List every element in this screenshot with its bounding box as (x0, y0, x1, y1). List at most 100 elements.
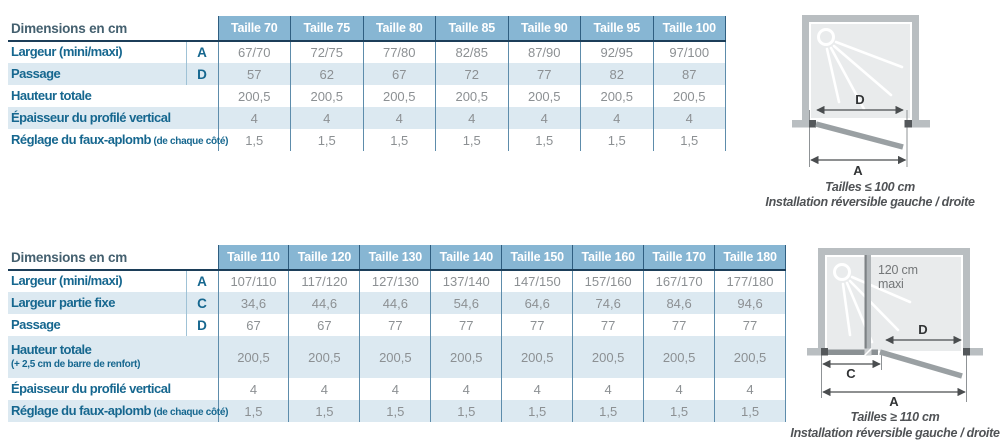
support-bar-edge (864, 255, 867, 351)
value-cell: 67/70 (217, 41, 291, 63)
value-cell: 74,6 (572, 292, 644, 314)
value-cell: 200,5 (501, 336, 573, 378)
value-cell: 4 (217, 378, 289, 400)
dimension-a-label: A (853, 163, 863, 178)
value-cell: 87/90 (507, 41, 581, 63)
value-cell: 137/140 (430, 270, 502, 292)
wall-top (818, 248, 970, 255)
spec-table-large-sizes: Dimensions en cm Taille 110 Taille 120 Tail… (8, 245, 786, 422)
row-label: Largeur (mini/maxi) (11, 273, 123, 289)
column-header-taille-160: Taille 160 (572, 245, 644, 271)
dim-letter: A (185, 41, 218, 63)
value-cell: 1,5 (643, 400, 715, 422)
column-header-taille-170: Taille 170 (643, 245, 715, 271)
value-cell: 200,5 (430, 336, 502, 378)
value-cell: 77/80 (362, 41, 436, 63)
value-cell: 57 (217, 63, 291, 85)
value-cell: 77 (507, 63, 581, 85)
dimension-a-label: A (889, 394, 899, 409)
value-cell: 1,5 (362, 129, 436, 151)
value-cell: 4 (430, 378, 502, 400)
diagram-caption-size: Tailles ≤ 100 cm (825, 180, 915, 194)
bar-foot-hatch (863, 347, 873, 357)
dim-letter: C (185, 292, 218, 314)
value-cell: 4 (362, 107, 436, 129)
profile-right (963, 348, 970, 356)
table-row: Hauteur totale (+ 2,5 cm de barre de renf… (8, 336, 786, 378)
value-cell: 97/100 (652, 41, 726, 63)
wall-left (818, 248, 825, 355)
value-cell: 4 (572, 378, 644, 400)
wall-stub-left (807, 348, 821, 356)
row-label: Largeur partie fixe (8, 292, 186, 314)
value-cell: 64,6 (501, 292, 573, 314)
value-cell: 94,6 (714, 292, 786, 314)
shower-enclosure-top-view (807, 248, 983, 402)
row-label: Hauteur totale (11, 87, 92, 103)
row-label: Épaisseur du profilé vertical (8, 107, 218, 129)
row-label: Passage (11, 316, 61, 332)
value-cell: 77 (501, 314, 573, 336)
value-cell: 4 (652, 107, 726, 129)
profile-left (821, 348, 828, 356)
value-cell: 200,5 (643, 336, 715, 378)
value-cell: 1,5 (288, 400, 360, 422)
value-cell: 34,6 (217, 292, 289, 314)
value-cell: 200,5 (290, 85, 363, 107)
dim-letter: D (185, 63, 218, 85)
column-header-taille-180: Taille 180 (714, 245, 786, 271)
value-cell: 177/180 (714, 270, 786, 292)
value-cell: 1,5 (217, 400, 289, 422)
value-cell: 200,5 (714, 336, 786, 378)
spec-table-small-sizes: Dimensions en cm Taille 70 Taille 75 Taille… (8, 16, 726, 151)
column-header-taille-110: Taille 110 (217, 245, 289, 271)
value-cell: 4 (501, 378, 573, 400)
table-row: Passage D 67 67 77 77 77 77 77 77 (8, 314, 786, 336)
pivot-door (815, 121, 904, 150)
value-cell: 44,6 (359, 292, 431, 314)
wall-stub-right (970, 348, 983, 356)
value-cell: 127/130 (359, 270, 431, 292)
value-cell: 1,5 (652, 129, 726, 151)
column-header-taille-130: Taille 130 (359, 245, 431, 271)
value-cell: 1,5 (501, 400, 573, 422)
value-cell: 4 (290, 107, 363, 129)
shower-enclosure-top-view (792, 15, 930, 167)
profile-right (904, 120, 912, 128)
fixed-panel (828, 349, 878, 355)
diagram-caption-install: Installation réversible gauche / droite (765, 195, 975, 209)
column-header-taille-150: Taille 150 (501, 245, 573, 271)
bar-note-line1: 120 cm (878, 263, 918, 277)
value-cell: 4 (643, 378, 715, 400)
value-cell: 72/75 (290, 41, 363, 63)
profile-left (809, 120, 816, 128)
value-cell: 200,5 (507, 85, 581, 107)
value-cell: 200,5 (652, 85, 726, 107)
dim-letter: A (185, 270, 218, 292)
table-row: Largeur partie fixe C 34,6 44,6 44,6 54,6 64,6… (8, 292, 786, 314)
column-header-taille-140: Taille 140 (430, 245, 502, 271)
row-label: Passage (8, 63, 186, 85)
diagram-caption-size: Tailles ≥ 110 cm (851, 410, 940, 424)
column-header-taille-95: Taille 95 (580, 16, 653, 42)
value-cell: 4 (714, 378, 786, 400)
value-cell: 200,5 (435, 85, 508, 107)
value-cell: 107/110 (217, 270, 289, 292)
value-cell: 200,5 (572, 336, 644, 378)
value-cell: 1,5 (217, 129, 291, 151)
dimension-d-label: D (855, 92, 864, 107)
row-label: Largeur (mini/maxi) (11, 44, 123, 60)
value-cell: 67 (217, 314, 289, 336)
wall-right (963, 248, 970, 355)
shine-icon (817, 28, 904, 111)
installation-diagram-small: D A Tailles ≤ 100 cm Installation révers… (765, 15, 975, 209)
value-cell: 1,5 (507, 129, 581, 151)
value-cell: 157/160 (572, 270, 644, 292)
table-title: Dimensions en cm (8, 16, 218, 42)
wall-top (802, 15, 919, 22)
value-cell: 87 (652, 63, 726, 85)
value-cell: 84,6 (643, 292, 715, 314)
value-cell: 200,5 (362, 85, 436, 107)
wall-stub-left (792, 120, 809, 128)
value-cell: 62 (290, 63, 363, 85)
